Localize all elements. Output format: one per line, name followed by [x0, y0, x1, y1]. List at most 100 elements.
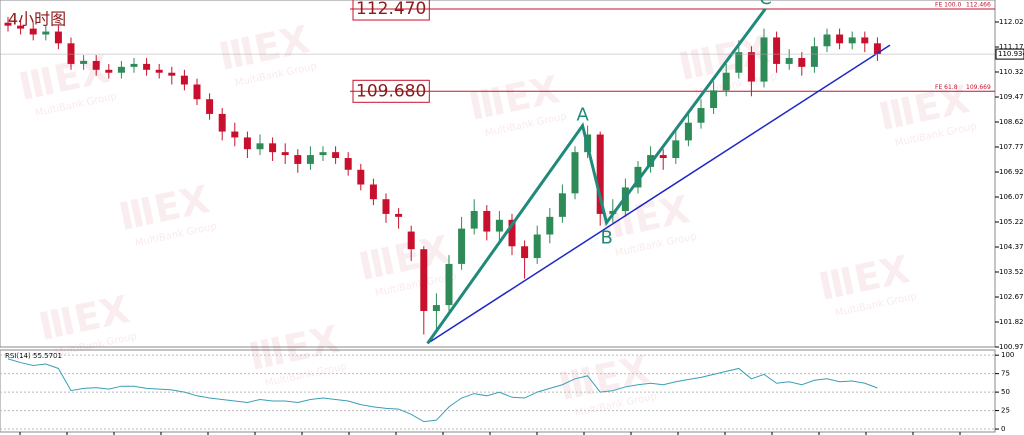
candle-body [117, 66, 125, 73]
fib-box-label: 109.680 [356, 81, 426, 101]
y-tick-label: 101.825 [999, 318, 1024, 326]
rsi-tick-label: 0 [1001, 425, 1005, 433]
rsi-line [7, 358, 878, 423]
rsi-name: RSI(14) [5, 352, 31, 360]
candle-body [206, 99, 214, 114]
fib-box [352, 0, 430, 21]
candle-body [861, 37, 869, 44]
fib-box [352, 79, 430, 103]
candle-body [407, 231, 415, 250]
candle-body [332, 152, 340, 159]
y-tick-label: 106.075 [999, 193, 1024, 201]
rsi-panel [0, 349, 996, 433]
candle-body [256, 143, 264, 150]
y-tick-label: 102.675 [999, 293, 1024, 301]
candle-body [67, 43, 75, 64]
candle-body [810, 46, 818, 67]
rsi-last: 55.5701 [33, 352, 62, 360]
y-tick-label: 111.175 [999, 43, 1024, 51]
candle-body [432, 305, 440, 311]
candle-body [369, 184, 377, 200]
y-tick-label: 107.775 [999, 143, 1024, 151]
candle-body [319, 152, 327, 156]
rsi-tick-label: 75 [1001, 370, 1010, 378]
candle-body [735, 52, 743, 73]
fib-label: FE 61.8 [935, 84, 958, 91]
candle-body [873, 43, 881, 55]
candle-body [357, 169, 365, 185]
y-tick-label: 104.375 [999, 243, 1024, 251]
last-price-box [995, 48, 1024, 60]
trendline [427, 44, 891, 344]
pattern-label: B [601, 228, 613, 249]
candle-body [344, 158, 352, 170]
candle-body [92, 60, 100, 70]
candle-body [785, 58, 793, 64]
candle-body [155, 69, 163, 73]
y-tick-label: 108.625 [999, 118, 1024, 126]
candle-body [269, 143, 277, 153]
candle-body [130, 63, 138, 67]
candle-body [17, 25, 25, 29]
candle-body [294, 155, 302, 164]
fib-box-label: 112.470 [356, 0, 426, 19]
candle-body [836, 34, 844, 44]
rsi-tick-label: 50 [1001, 388, 1010, 396]
pattern-label: C [759, 0, 772, 9]
candle-body [710, 90, 718, 109]
candle-body [80, 60, 88, 64]
candle-body [4, 22, 12, 26]
candle-body [420, 249, 428, 311]
rsi-tick-label: 100 [1001, 351, 1014, 359]
y-tick-label: 103.525 [999, 268, 1024, 276]
candle-body [42, 31, 50, 35]
y-tick-label: 109.475 [999, 93, 1024, 101]
candle-body [281, 152, 289, 156]
candle-body [747, 52, 755, 82]
candle-body [470, 210, 478, 229]
candle-body [684, 122, 692, 141]
candle-body [571, 152, 579, 194]
candle-body [848, 37, 856, 44]
candle-body [495, 219, 503, 232]
pattern-label: A [577, 105, 590, 126]
candle-body [168, 72, 176, 76]
candle-body [243, 137, 251, 150]
last-price-label: 110.934 [998, 50, 1024, 58]
candle-body [697, 108, 705, 123]
fib-label: FE 100.0 [935, 2, 962, 9]
y-tick-label: 112.025 [999, 18, 1024, 26]
chart-title: 4小时图 [8, 10, 66, 29]
y-tick-label: 100.975 [999, 343, 1024, 351]
candle-body [54, 31, 62, 44]
rsi-label: RSI(14) 55.5701 [5, 352, 62, 360]
y-tick-label: 106.925 [999, 168, 1024, 176]
candle-body [773, 37, 781, 64]
candle-body [521, 246, 529, 259]
candle-body [29, 28, 37, 35]
candle-body [659, 155, 667, 159]
candle-body [558, 193, 566, 217]
fib-value: 112.466 [966, 2, 991, 9]
candle-body [596, 134, 604, 214]
candle-body [445, 263, 453, 306]
y-tick-label: 105.225 [999, 218, 1024, 226]
candle-body [105, 69, 113, 73]
pattern-line [426, 8, 767, 345]
candle-body [218, 113, 226, 132]
candle-body [823, 34, 831, 47]
candle-body [508, 219, 516, 247]
candle-body [546, 216, 554, 235]
candle-body [382, 199, 390, 214]
candle-body [395, 213, 403, 217]
candle-body [634, 166, 642, 188]
candle-body [180, 75, 188, 85]
candle-body [231, 131, 239, 138]
rsi-tick-label: 25 [1001, 407, 1010, 415]
fib-value: 109.669 [966, 84, 991, 91]
candle-body [760, 37, 768, 82]
y-tick-label: 110.325 [999, 68, 1024, 76]
price-panel [0, 0, 996, 348]
candle-body [458, 228, 466, 264]
